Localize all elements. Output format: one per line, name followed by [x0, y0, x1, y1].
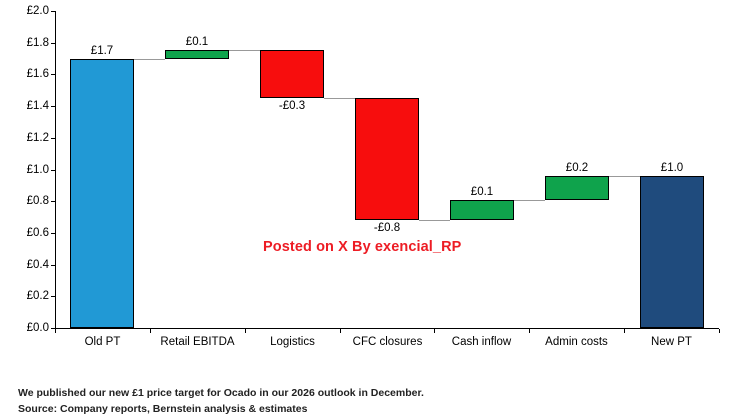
x-category-label: New PT: [651, 336, 692, 348]
x-tick-mark: [55, 329, 56, 333]
x-tick-mark: [529, 329, 530, 333]
y-tick-label: £0.6: [26, 227, 49, 239]
y-tick-mark: [51, 328, 55, 329]
y-tick-mark: [51, 43, 55, 44]
bar-cfc-closures: [355, 98, 419, 220]
bar-cash-inflow: [450, 200, 514, 220]
waterfall-chart: £2.0 £1.8 £1.6 £1.4 £1.2 £1.0 £0.8 £0.6 £0.4 £0.2…: [26, 5, 720, 348]
y-axis-line: [55, 11, 56, 328]
bar-old-pt: [70, 59, 134, 328]
watermark-text: Posted on X By exencial_RP: [263, 239, 462, 255]
value-label: -£0.3: [278, 100, 306, 112]
y-tick-label: £1.2: [26, 132, 49, 144]
x-category-label: Cash inflow: [451, 336, 512, 348]
bar-admin-costs: [545, 176, 609, 200]
x-tick-mark: [624, 329, 625, 333]
bar-logistics: [260, 50, 324, 98]
value-label: -£0.8: [373, 222, 401, 234]
waterfall-connector: [514, 200, 545, 201]
y-tick-mark: [51, 170, 55, 171]
x-category-label: CFC closures: [352, 336, 423, 348]
y-tick-label: £0.0: [26, 322, 49, 334]
x-category-label: Old PT: [84, 336, 121, 348]
value-label: £0.1: [185, 36, 209, 48]
waterfall-connector: [609, 176, 640, 177]
y-tick-label: £0.8: [26, 195, 49, 207]
waterfall-connector: [324, 98, 355, 99]
footnote-line: We published our new £1 price target for…: [18, 387, 424, 399]
source-line: Source: Company reports, Bernstein analy…: [18, 403, 308, 415]
bar-retail-ebitda: [165, 50, 229, 59]
value-label: £1.7: [90, 45, 114, 57]
bar-new-pt: [640, 176, 704, 328]
waterfall-connector: [419, 220, 450, 221]
y-tick-mark: [51, 138, 55, 139]
y-tick-label: £0.4: [26, 259, 49, 271]
y-tick-label: £1.4: [26, 100, 49, 112]
x-tick-mark: [150, 329, 151, 333]
y-tick-mark: [51, 233, 55, 234]
value-label: £1.0: [660, 162, 684, 174]
chart-footer: We published our new £1 price target for…: [18, 385, 424, 417]
y-tick-label: £1.0: [26, 164, 49, 176]
waterfall-connector: [229, 50, 260, 51]
x-category-label: Logistics: [270, 336, 315, 348]
y-tick-mark: [51, 296, 55, 297]
value-label: £0.1: [470, 186, 494, 198]
y-tick-label: £0.2: [26, 290, 49, 302]
y-tick-mark: [51, 265, 55, 266]
x-tick-mark: [719, 329, 720, 333]
y-tick-label: £1.8: [26, 37, 49, 49]
x-tick-mark: [434, 329, 435, 333]
x-axis-line: [55, 328, 719, 329]
y-tick-label: £2.0: [26, 5, 49, 17]
waterfall-connector: [134, 59, 165, 60]
y-tick-mark: [51, 201, 55, 202]
x-category-label: Admin costs: [545, 336, 608, 348]
value-label: £0.2: [565, 162, 589, 174]
y-tick-label: £1.6: [26, 68, 49, 80]
y-tick-mark: [51, 74, 55, 75]
x-tick-mark: [245, 329, 246, 333]
y-tick-mark: [51, 11, 55, 12]
y-tick-mark: [51, 106, 55, 107]
x-tick-mark: [340, 329, 341, 333]
x-category-label: Retail EBITDA: [160, 336, 235, 348]
